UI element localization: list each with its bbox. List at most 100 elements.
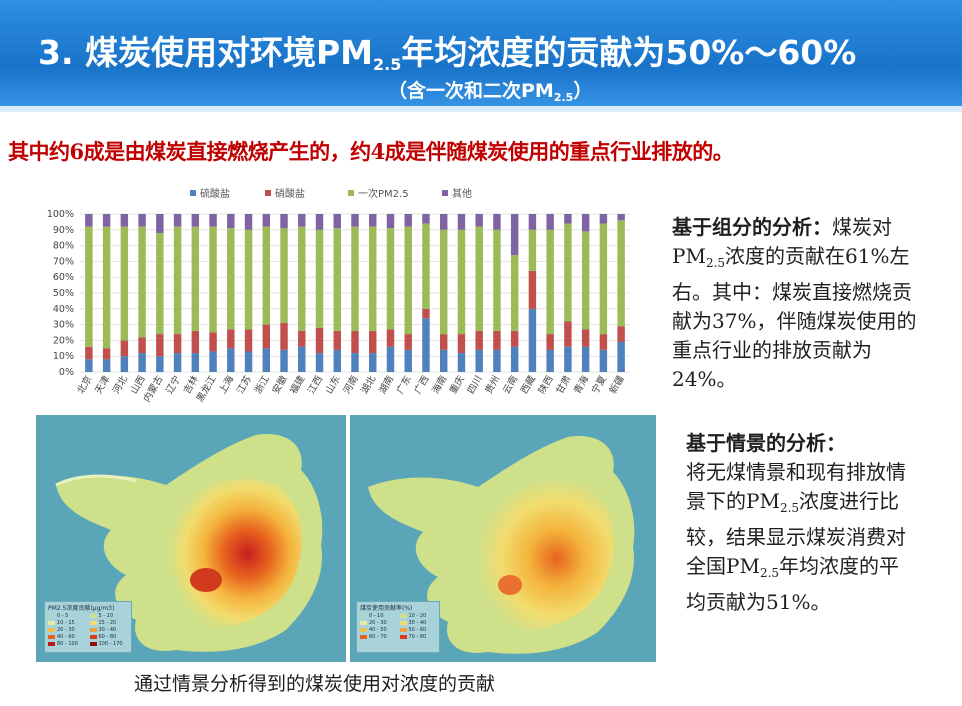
bar-segment	[298, 214, 306, 227]
legend-swatch	[399, 614, 407, 618]
bar-segment	[493, 349, 501, 372]
bar-segment	[493, 214, 501, 230]
legend-swatch	[48, 614, 55, 618]
component-analysis-heading: 基于组分的分析：	[672, 215, 832, 239]
bar-segment	[617, 326, 625, 342]
bar-segment	[227, 228, 235, 330]
bar-segment	[262, 324, 271, 349]
bar-segment	[564, 214, 572, 224]
bar-segment	[510, 255, 519, 331]
legend-label: 20 - 30	[369, 620, 387, 626]
legend-swatch-1	[265, 190, 271, 196]
bar-segment	[120, 226, 129, 341]
bar-segment	[262, 214, 271, 227]
bar-segment	[510, 346, 519, 372]
legend-entry: 10 - 15	[48, 620, 87, 626]
bar-segment	[102, 214, 111, 227]
bar-segment	[564, 321, 572, 347]
summary-text: 其中约6成是由煤炭直接燃烧产生的，约4成是伴随煤炭使用的重点行业排放的。	[8, 139, 734, 164]
bar-segment	[209, 226, 217, 333]
bar-segment	[493, 330, 501, 350]
x-tick-label: 重庆	[447, 373, 467, 396]
bar-segment	[510, 214, 519, 256]
legend-label: 10 - 20	[408, 613, 427, 619]
bar-segment	[209, 351, 217, 372]
bar-segment	[173, 334, 182, 354]
legend-swatch	[360, 635, 367, 639]
bar-segment	[280, 323, 288, 350]
legend-label: 10 - 15	[57, 620, 75, 626]
bar-segment	[102, 359, 111, 372]
bar-segment	[528, 308, 537, 372]
legend-label: 5 - 10	[98, 613, 114, 619]
bar-segment	[244, 229, 253, 330]
china-maps: PM2.5浓度贡献(μg/m3) 0 - 5 5 - 10 10 - 15 15 - …	[36, 415, 656, 662]
bar-segment	[298, 226, 306, 331]
bar-segment	[227, 214, 235, 229]
legend-label: 15 - 20	[98, 620, 117, 626]
bar-segment	[280, 228, 288, 324]
legend-entry: 50 - 60	[399, 627, 437, 633]
bar-segment	[369, 226, 377, 331]
bar-segment	[386, 329, 395, 347]
scenario-analysis-text: 基于情景的分析： 将无煤情景和现有排放情景下的PM2.5浓度进行比较，结果显示煤炭…	[686, 431, 906, 614]
x-tick-label: 贵州	[483, 374, 503, 396]
legend-entry: 0 - 5	[48, 613, 87, 619]
x-tick-label: 云南	[500, 374, 520, 396]
bar-segment	[475, 214, 483, 227]
y-tick-label: 40%	[53, 304, 74, 315]
x-tick-label: 海南	[429, 374, 449, 396]
legend-swatch	[48, 642, 55, 646]
bar-segment	[85, 359, 93, 372]
bar-segment	[546, 334, 554, 350]
x-tick-label: 浙江	[252, 373, 272, 396]
map-right-legend-title: 煤炭使用贡献率(%)	[360, 605, 413, 612]
bar-segment	[156, 214, 164, 233]
x-tick-label: 四川	[466, 374, 485, 396]
legend-entry: 80 - 100	[48, 641, 87, 647]
map-left-legend: PM2.5浓度贡献(μg/m3) 0 - 5 5 - 10 10 - 15 15 - …	[44, 601, 132, 653]
bar-segment	[138, 353, 146, 372]
x-tick-label: 新疆	[607, 373, 627, 396]
bar-segment	[457, 353, 466, 372]
x-tick-label: 安徽	[270, 373, 290, 396]
x-tick-label: 西藏	[518, 373, 538, 396]
bar-segment	[564, 223, 572, 322]
bar-segment	[475, 226, 483, 331]
bar-segment	[138, 214, 146, 227]
map-caption: 通过情景分析得到的煤炭使用对浓度的贡献	[134, 673, 496, 695]
legend-label: 0 - 5	[57, 613, 69, 619]
bar-segment	[333, 228, 341, 331]
bar-segment	[422, 318, 430, 372]
component-analysis-text: 基于组分的分析：煤炭对PM2.5浓度的贡献在61%左右。其中：煤炭直接燃烧贡献为…	[672, 215, 917, 391]
x-tick-label: 江西	[306, 374, 325, 396]
legend-label: 40 - 60	[57, 634, 75, 640]
bar-segment	[528, 229, 537, 271]
bar-segment	[173, 214, 182, 227]
bar-segment	[209, 214, 217, 227]
bar-segment	[422, 308, 430, 319]
bar-segment	[439, 214, 448, 230]
legend-entry: 40 - 50	[360, 627, 397, 633]
bar-segment	[191, 330, 200, 354]
bar-segment	[191, 226, 200, 331]
bar-segment	[156, 356, 164, 372]
bar-segment	[173, 226, 182, 335]
bar-segment	[617, 341, 625, 372]
bar-segment	[351, 214, 359, 227]
x-tick-label: 天津	[93, 374, 112, 396]
legend-label: 40 - 50	[369, 627, 387, 633]
legend-swatch	[89, 621, 97, 625]
legend-swatch	[360, 628, 367, 632]
x-tick-label: 福建	[287, 373, 307, 396]
legend-entry: 20 - 30	[48, 627, 87, 633]
bar-segment	[510, 330, 519, 347]
x-tick-label: 上海	[217, 373, 237, 396]
bar-segment	[102, 348, 111, 360]
bar-segment	[386, 346, 395, 372]
x-tick-label: 湖南	[376, 374, 396, 396]
bar-segment	[209, 332, 217, 352]
legend-entry: 20 - 30	[360, 620, 397, 626]
stacked-bar-chart: 硫酸盐 硝酸盐 一次PM2.5 其他 0% 10% 20% 30% 40% 50% 60% 70% 80…	[47, 187, 630, 404]
bar-segment	[351, 330, 359, 354]
